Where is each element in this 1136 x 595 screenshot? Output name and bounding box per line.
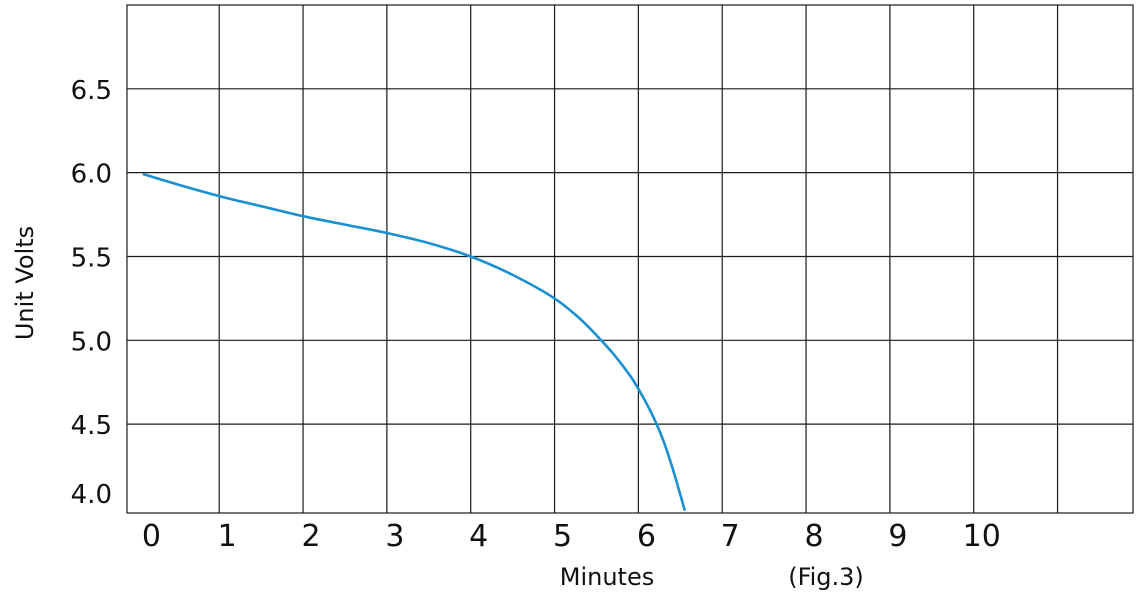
chart-grid [126, 4, 1134, 514]
x-tick-label: 8 [805, 519, 824, 554]
y-tick-label: 5.5 [71, 243, 112, 273]
x-tick-label: 0 [142, 519, 161, 554]
x-tick-label: 5 [553, 519, 572, 554]
x-tick-label: 6 [637, 519, 656, 554]
x-tick-label: 1 [218, 519, 237, 554]
x-tick-label: 9 [888, 519, 907, 554]
y-tick-label: 6.5 [71, 76, 112, 106]
x-tick-label: 10 [963, 519, 1001, 554]
plot-frame [126, 4, 1134, 514]
x-tick-label: 2 [302, 519, 321, 554]
y-tick-label: 4.0 [71, 480, 112, 510]
y-tick-label: 4.5 [71, 411, 112, 441]
series-line [142, 173, 686, 511]
x-tick-label: 4 [469, 519, 488, 554]
x-tick-label: 3 [385, 519, 404, 554]
y-axis-label: Unit Volts [11, 226, 39, 340]
x-axis-label: Minutes [560, 563, 654, 591]
y-tick-label: 5.0 [71, 327, 112, 357]
y-axis-ticks: 4.0 4.5 5.0 5.5 6.0 6.5 [71, 76, 112, 510]
chart-series [142, 173, 686, 511]
y-tick-label: 6.0 [71, 160, 112, 190]
figure-caption: (Fig.3) [788, 563, 864, 591]
x-tick-label: 7 [721, 519, 740, 554]
x-axis-ticks: 0 1 2 3 4 5 6 7 8 9 10 [142, 519, 1001, 554]
